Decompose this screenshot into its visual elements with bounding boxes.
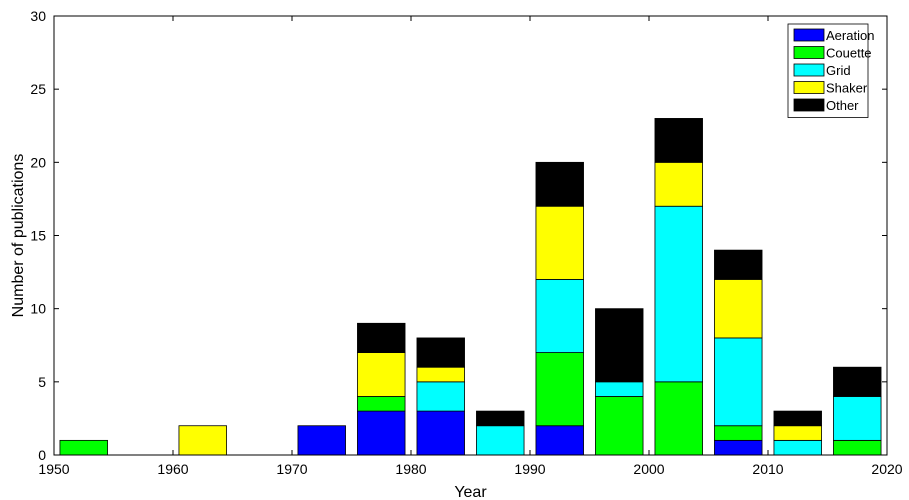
x-axis: 1950 1960 1970 1980 1990 2000 2010 2020	[38, 16, 903, 477]
bar-segment-couette-7	[595, 396, 644, 456]
bar-segment-aeration-4	[416, 410, 465, 456]
legend-swatch-couette	[793, 46, 825, 59]
legend-label-other: Other	[826, 98, 859, 113]
y-tick-label: 25	[30, 81, 46, 97]
bar-segment-couette-6	[535, 352, 584, 427]
bar-segment-grid-10	[773, 439, 822, 456]
bar-segment-other-10	[773, 410, 822, 427]
x-tick-label: 1960	[157, 461, 188, 477]
bar-segment-grid-8	[654, 205, 703, 383]
bar-segment-couette-11	[833, 439, 882, 456]
y-tick-label: 0	[38, 447, 46, 463]
x-axis-title: Year	[454, 484, 487, 500]
y-axis: 0 5 10 15 20 25 30	[30, 8, 887, 463]
bar-segment-shaker-3	[357, 352, 406, 397]
legend-swatch-grid	[793, 63, 825, 77]
x-tick-label: 1990	[514, 461, 545, 477]
bars-layer	[59, 118, 882, 456]
legend-swatch-aeration	[793, 28, 825, 42]
bar-segment-shaker-10	[773, 425, 822, 441]
y-tick-label: 5	[38, 374, 46, 390]
legend-label-couette: Couette	[826, 46, 872, 61]
bar-segment-other-3	[357, 322, 406, 353]
y-tick-label: 10	[30, 301, 46, 317]
bar-segment-other-9	[714, 249, 763, 280]
y-tick-label: 15	[30, 228, 46, 244]
bar-segment-couette-8	[654, 381, 703, 456]
legend: Aeration Couette Grid Shaker Other	[787, 23, 874, 118]
bar-segment-other-5	[476, 410, 525, 427]
legend-label-aeration: Aeration	[826, 28, 874, 43]
bar-segment-grid-5	[476, 425, 525, 456]
x-tick-label: 1970	[276, 461, 307, 477]
bar-segment-aeration-6	[535, 425, 584, 456]
bar-segment-aeration-3	[357, 410, 406, 456]
bar-segment-grid-6	[535, 278, 584, 353]
bar-segment-grid-4	[416, 381, 465, 412]
bar-segment-aeration-9	[714, 439, 763, 456]
legend-swatch-other	[793, 98, 825, 112]
legend-label-shaker: Shaker	[826, 81, 868, 96]
bar-segment-other-6	[535, 161, 584, 207]
x-tick-label: 2000	[633, 461, 664, 477]
bar-segment-grid-7	[595, 381, 644, 397]
bar-segment-shaker-1	[178, 425, 227, 456]
bar-segment-other-7	[595, 308, 644, 383]
x-tick-label: 2020	[871, 461, 902, 477]
bar-segment-aeration-2	[297, 425, 346, 456]
y-tick-label: 30	[30, 8, 46, 24]
x-tick-label: 1950	[38, 461, 69, 477]
bar-segment-grid-11	[833, 396, 882, 441]
bar-segment-shaker-4	[416, 366, 465, 383]
legend-swatch-shaker	[793, 81, 825, 94]
bar-segment-couette-0	[59, 439, 108, 456]
bar-segment-grid-9	[714, 337, 763, 427]
bar-segment-other-4	[416, 337, 465, 368]
bar-segment-other-8	[654, 118, 703, 163]
x-tick-label: 2010	[752, 461, 783, 477]
bar-segment-shaker-8	[654, 161, 703, 207]
y-tick-label: 20	[30, 154, 46, 170]
x-tick-label: 1980	[395, 461, 426, 477]
bar-segment-other-11	[833, 366, 882, 397]
bar-segment-couette-9	[714, 425, 763, 441]
legend-label-grid: Grid	[826, 63, 851, 78]
bar-segment-shaker-9	[714, 278, 763, 339]
y-axis-title: Number of publications	[10, 154, 27, 318]
bar-segment-shaker-6	[535, 205, 584, 280]
bar-segment-couette-3	[357, 396, 406, 412]
